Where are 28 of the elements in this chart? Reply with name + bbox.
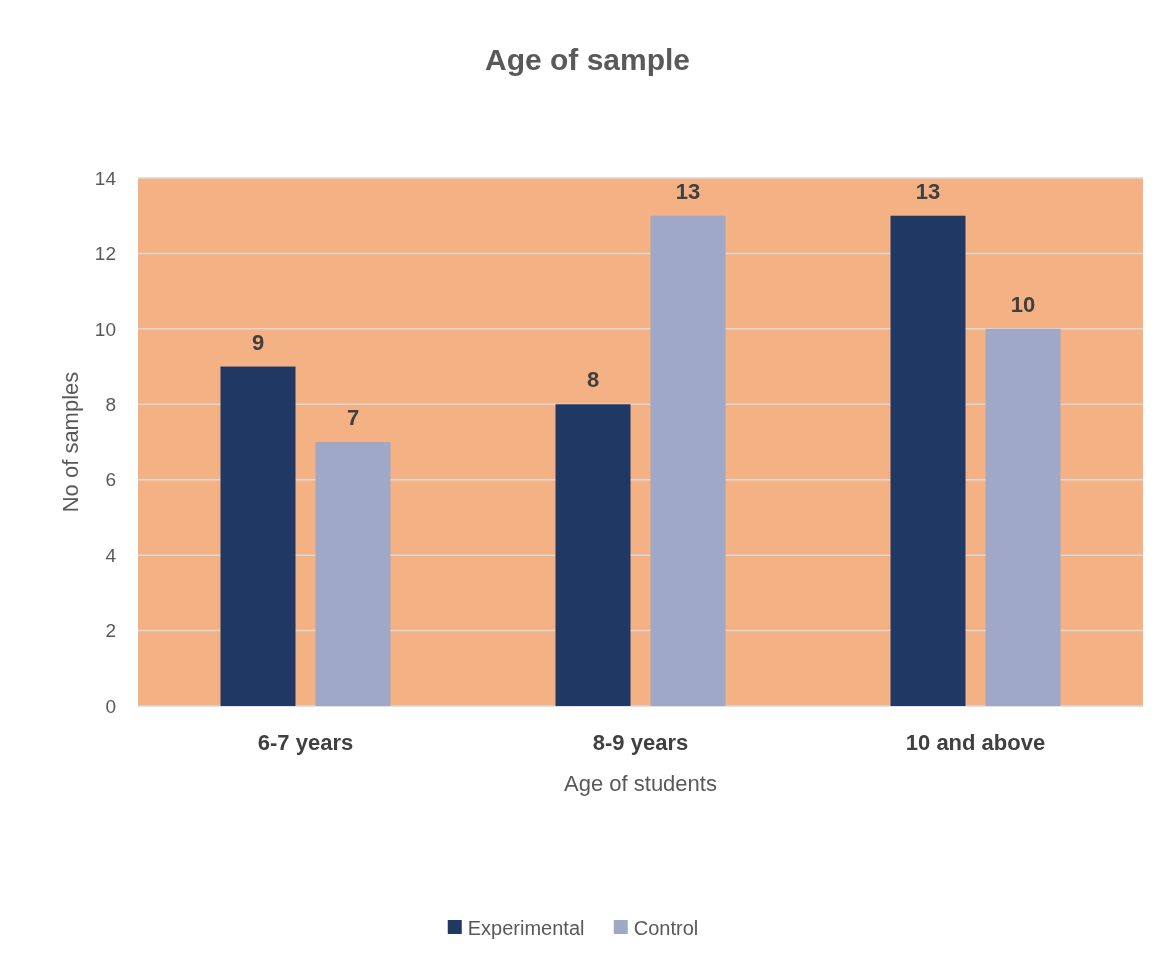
x-tick-label: 8-9 years	[592, 730, 689, 755]
y-tick-label: 8	[105, 393, 116, 415]
chart-title: Age of sample	[484, 43, 691, 76]
bar	[985, 328, 1061, 706]
y-tick-label: 10	[94, 318, 116, 340]
y-tick-label: 12	[94, 243, 116, 265]
data-label: 13	[915, 178, 941, 204]
y-tick-label: 6	[105, 469, 116, 491]
bar	[220, 366, 296, 706]
data-label: 8	[586, 367, 600, 393]
data-label: 10	[1010, 291, 1036, 317]
data-label: 9	[251, 329, 265, 355]
legend-label: Experimental	[467, 917, 585, 939]
data-label: 7	[346, 405, 360, 430]
data-label: 13	[675, 178, 701, 204]
x-tick-label: 10 and above	[905, 730, 1046, 755]
bar	[650, 215, 726, 706]
y-tick-label: 0	[105, 695, 116, 717]
x-tick-label: 6-7 years	[257, 730, 354, 755]
y-tick-label: 4	[105, 544, 117, 566]
y-tick-label: 2	[105, 620, 116, 642]
bar	[555, 404, 631, 706]
y-axis-title: No of samples	[58, 371, 83, 513]
legend-label: Control	[633, 917, 699, 939]
x-axis-title: Age of students	[564, 771, 717, 796]
bar	[315, 442, 391, 706]
bar	[890, 215, 966, 706]
y-tick-label: 14	[94, 167, 117, 189]
